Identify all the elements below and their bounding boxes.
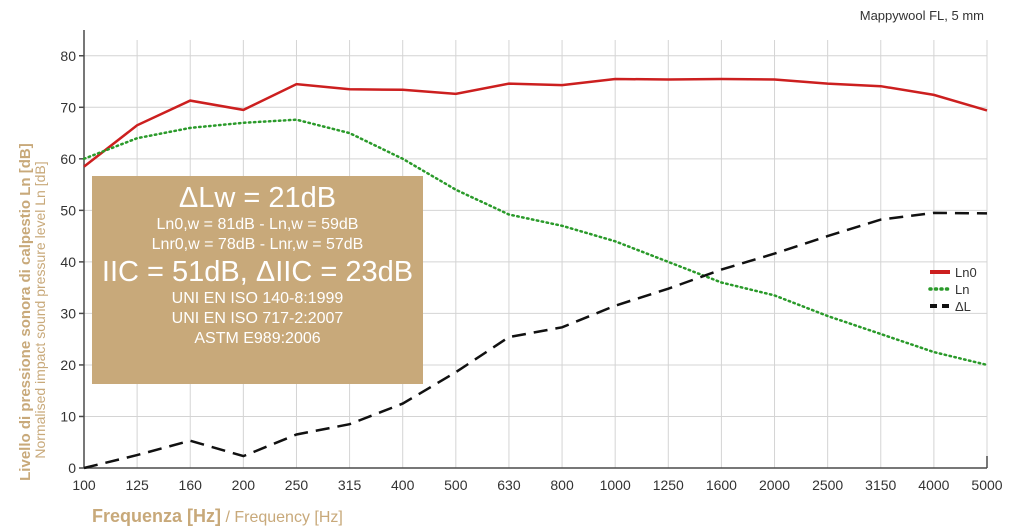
legend-label-ΔL: ΔL — [955, 299, 971, 314]
x-tick-label: 2000 — [759, 477, 790, 493]
x-tick-label: 100 — [72, 477, 96, 493]
x-tick-label: 1250 — [653, 477, 684, 493]
x-tick-label: 630 — [497, 477, 521, 493]
y-tick-label: 70 — [60, 99, 76, 115]
y-tick-label: 20 — [60, 357, 76, 373]
y-tick-label: 60 — [60, 151, 76, 167]
legend: Ln0 Ln ΔL — [928, 265, 977, 314]
x-axis-label-italian: Frequenza [Hz] — [92, 506, 221, 526]
astm-text: ASTM E989:2006 — [194, 330, 321, 347]
iic-text: IIC = 51dB, ΔIIC = 23dB — [101, 256, 414, 288]
x-axis-label: Frequenza [Hz] / Frequency [Hz] — [92, 506, 343, 526]
series-line-ΔL — [83, 211, 988, 470]
x-tick-label: 200 — [232, 477, 256, 493]
x-tick-label: 160 — [179, 477, 203, 493]
y-tick-label: 30 — [60, 305, 76, 321]
x-tick-label: 400 — [391, 477, 415, 493]
delta-lw-text: ΔLw = 21dB — [178, 182, 337, 214]
x-tick-label: 250 — [285, 477, 309, 493]
standard-140-text: UNI EN ISO 140-8:1999 — [171, 290, 344, 307]
y-axis-label: Livello di pressione sonora di calpestio… — [17, 139, 48, 481]
x-tick-label: 500 — [444, 477, 468, 493]
x-tick-label: 1600 — [706, 477, 737, 493]
y-tick-label: 10 — [60, 408, 76, 424]
results-info-box: ΔLw = 21dB Ln0,w = 81dB - Ln,w = 59dB Ln… — [92, 176, 423, 384]
y-tick-label: 0 — [68, 460, 76, 476]
x-tick-label: 2500 — [812, 477, 843, 493]
y-tick-label: 80 — [60, 48, 76, 64]
legend-label-Ln0: Ln0 — [955, 265, 977, 280]
x-tick-label: 315 — [338, 477, 362, 493]
axes: 0 10 20 30 40 50 60 70 80 100 125 160 200 250 315 400 50… — [60, 30, 1003, 493]
x-tick-label: 4000 — [918, 477, 949, 493]
lnr0w-text: Lnr0,w = 78dB - Lnr,w = 57dB — [151, 236, 364, 253]
x-tick-label: 1000 — [600, 477, 631, 493]
chart-title: Mappywool FL, 5 mm — [860, 8, 984, 23]
x-tick-label: 125 — [125, 477, 149, 493]
y-axis-label-english: Normalised impact sound pressure level L… — [32, 161, 48, 458]
x-tick-label: 800 — [550, 477, 574, 493]
y-tick-label: 50 — [60, 202, 76, 218]
x-tick-label: 3150 — [865, 477, 896, 493]
legend-label-Ln: Ln — [955, 282, 969, 297]
x-axis-label-english: / Frequency [Hz] — [221, 509, 343, 526]
ln0w-text: Ln0,w = 81dB - Ln,w = 59dB — [156, 216, 359, 233]
y-axis-label-italian: Livello di pressione sonora di calpestio… — [17, 143, 34, 481]
series-line-Ln — [82, 118, 989, 367]
y-tick-label: 40 — [60, 254, 76, 270]
series-line-Ln0 — [83, 77, 988, 168]
standard-717-text: UNI EN ISO 717-2:2007 — [171, 310, 344, 327]
x-tick-label: 5000 — [971, 477, 1002, 493]
series-lines — [82, 77, 989, 470]
